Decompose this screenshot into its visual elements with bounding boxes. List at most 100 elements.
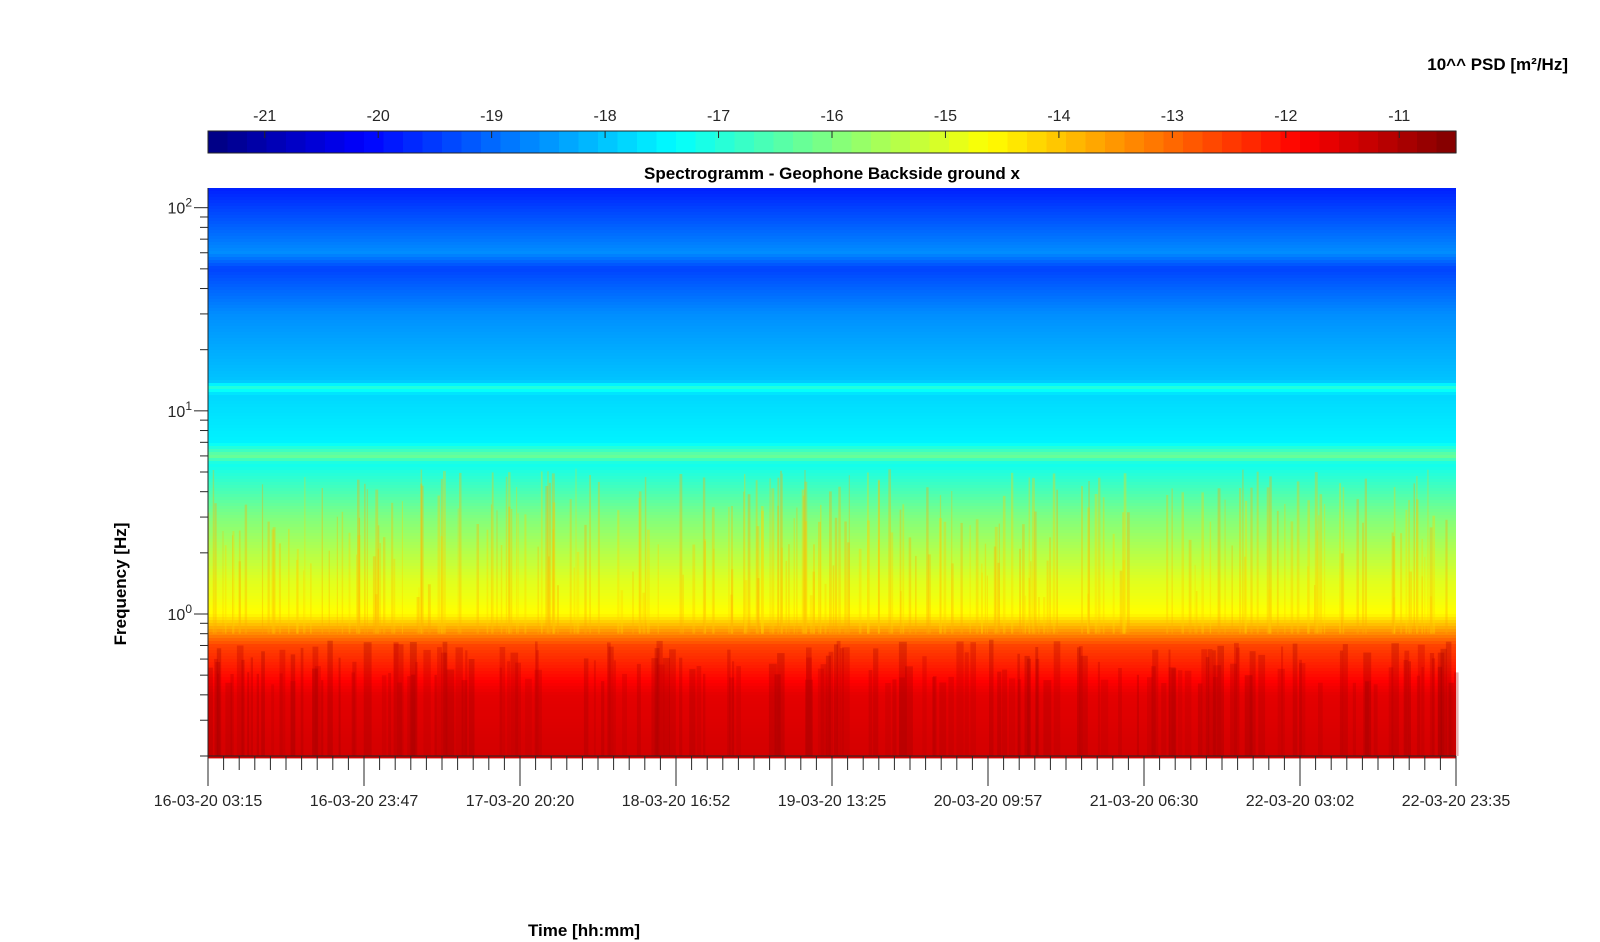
activity-streak — [379, 543, 381, 634]
spectrogram-band — [208, 281, 1456, 285]
colorbar-segment — [676, 131, 697, 153]
low-frequency-streak — [352, 661, 357, 756]
activity-streak — [755, 480, 758, 634]
y-axis-label: Frequency [Hz] — [111, 523, 130, 646]
low-frequency-streak — [1417, 644, 1425, 756]
low-frequency-streak — [241, 659, 245, 756]
colorbar-segment — [1066, 131, 1087, 153]
spectrogram-band — [208, 218, 1456, 222]
low-frequency-streak — [247, 672, 250, 756]
low-frequency-streak — [1448, 682, 1454, 756]
low-frequency-streak — [1258, 654, 1266, 756]
activity-streak — [769, 478, 771, 634]
low-frequency-streak — [679, 657, 683, 756]
activity-streak — [1284, 504, 1286, 634]
activity-streak — [1052, 473, 1056, 634]
spectrogram-band — [208, 677, 1456, 681]
activity-streak — [1034, 511, 1037, 634]
activity-streak — [757, 578, 760, 634]
low-frequency-streak — [1147, 677, 1153, 756]
low-frequency-streak — [1431, 658, 1436, 756]
spectrogram-band — [208, 353, 1456, 357]
spectrogram-band — [208, 680, 1456, 684]
low-frequency-streak — [1077, 647, 1081, 756]
activity-streak — [802, 495, 805, 634]
activity-streak — [1043, 597, 1046, 634]
spectrogram-activity — [208, 468, 1459, 756]
colorbar-segment — [1436, 131, 1457, 153]
spectrogram-band — [208, 329, 1456, 333]
activity-streak — [829, 491, 832, 634]
activity-streak — [796, 507, 798, 634]
activity-streak — [804, 470, 806, 634]
activity-streak — [743, 491, 745, 634]
spectrogram-band — [208, 416, 1456, 420]
spectrogram-band — [208, 584, 1456, 588]
low-frequency-streak — [1388, 667, 1394, 756]
activity-streak — [1316, 530, 1319, 634]
spectrogram-band — [208, 569, 1456, 573]
colorbar-segment — [715, 131, 736, 153]
y-tick-label: 100 — [168, 602, 193, 624]
colorbar-segment — [1378, 131, 1399, 153]
spectrogram-bands — [208, 188, 1456, 759]
spectrogram-band — [208, 716, 1456, 720]
activity-streak — [1022, 524, 1025, 634]
activity-streak — [642, 592, 646, 634]
activity-streak — [1217, 488, 1221, 634]
low-frequency-streak — [1445, 641, 1452, 756]
x-tick-label: 17-03-20 20:20 — [466, 793, 575, 810]
colorbar-segment — [1046, 131, 1067, 153]
activity-streak — [682, 574, 684, 634]
activity-streak — [1314, 472, 1318, 634]
spectrogram-band — [208, 509, 1456, 513]
activity-streak — [420, 483, 423, 634]
activity-streak — [617, 510, 620, 634]
low-frequency-streak — [1234, 642, 1239, 756]
low-frequency-streak — [1277, 668, 1285, 756]
activity-streak — [994, 526, 998, 634]
activity-streak — [364, 483, 366, 634]
activity-streak — [1244, 556, 1246, 634]
low-frequency-streak — [1292, 643, 1298, 756]
spectrogram-band — [208, 581, 1456, 585]
colorbar-tick-label: -20 — [367, 108, 390, 125]
activity-streak — [573, 567, 575, 634]
low-frequency-streak — [225, 682, 233, 756]
activity-streak — [728, 506, 730, 634]
spectrogram-band — [208, 422, 1456, 426]
spectrogram-band — [208, 578, 1456, 582]
colorbar-tick-label: -11 — [1388, 108, 1410, 125]
low-frequency-streak — [468, 659, 475, 756]
low-frequency-streak — [613, 660, 616, 756]
low-frequency-streak — [446, 669, 455, 756]
spectrogram-band — [208, 488, 1456, 492]
spectrogram-band — [208, 320, 1456, 324]
colorbar-segment — [598, 131, 619, 153]
activity-streak — [986, 575, 988, 634]
activity-streak — [711, 507, 715, 634]
spectrogram-band — [208, 557, 1456, 561]
activity-streak — [208, 512, 210, 634]
low-frequency-streak — [441, 652, 446, 756]
activity-streak — [537, 546, 539, 634]
activity-streak — [1087, 593, 1089, 634]
activity-streak — [731, 569, 734, 634]
activity-streak — [1307, 566, 1309, 634]
low-frequency-streak — [1235, 647, 1240, 756]
low-frequency-streak — [1152, 649, 1159, 756]
spectrogram-band — [208, 389, 1456, 393]
activity-streak — [927, 554, 931, 634]
colorbar-segment — [1261, 131, 1282, 153]
activity-streak — [222, 531, 224, 634]
spectrogram-band — [208, 632, 1456, 636]
colorbar-segment — [364, 131, 385, 153]
low-frequency-streak — [1363, 652, 1372, 756]
low-frequency-streak — [1177, 670, 1183, 756]
activity-streak — [490, 504, 493, 634]
activity-streak — [238, 530, 241, 634]
activity-streak — [844, 521, 847, 634]
spectrogram-band — [208, 362, 1456, 366]
activity-streak — [820, 504, 822, 634]
spectrogram-band — [208, 518, 1456, 522]
